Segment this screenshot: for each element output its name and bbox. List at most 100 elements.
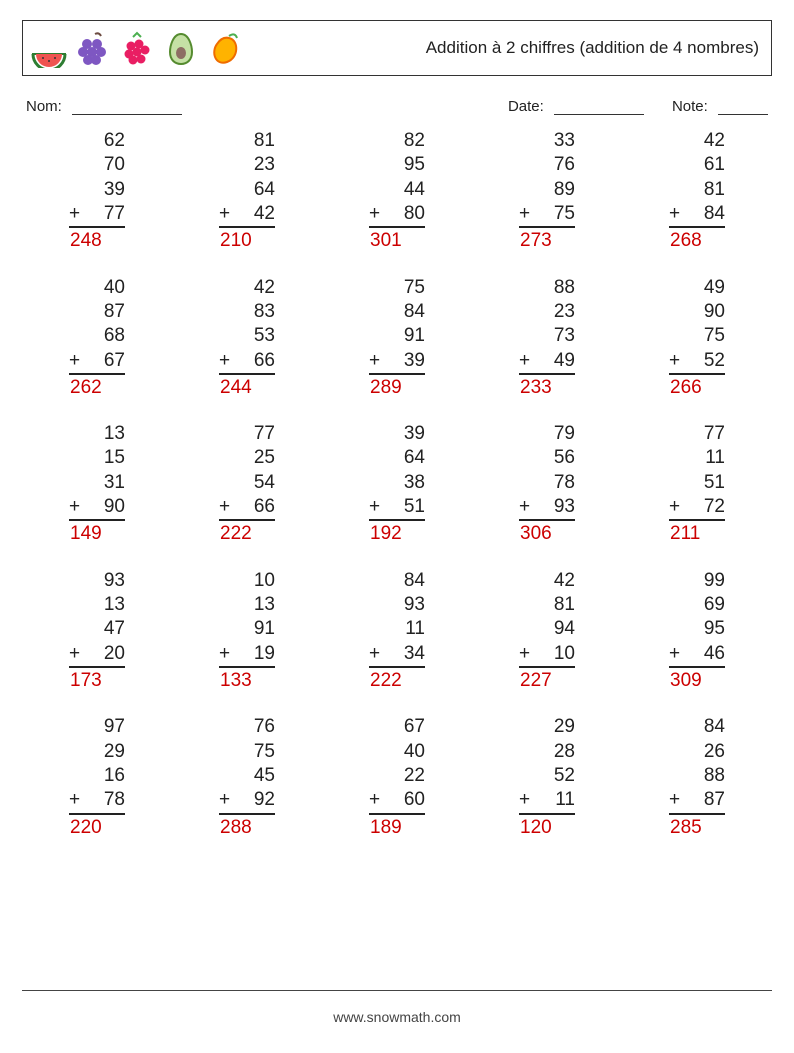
- footer-rule: [22, 990, 772, 991]
- addend: 84: [369, 300, 425, 324]
- addend-last: +92: [219, 788, 275, 814]
- plus-sign: +: [519, 349, 536, 373]
- answer: 273: [519, 228, 575, 253]
- raspberry-icon: [117, 28, 157, 68]
- addend-last: +39: [369, 349, 425, 375]
- addend: 42: [669, 129, 725, 153]
- plus-sign: +: [669, 202, 686, 226]
- addend: 31: [69, 471, 125, 495]
- name-blank[interactable]: [72, 100, 182, 115]
- addend-last: +34: [369, 642, 425, 668]
- plus-sign: +: [669, 495, 686, 519]
- addend: 53: [219, 324, 275, 348]
- answer: 173: [69, 668, 125, 693]
- grapes-icon: [73, 28, 113, 68]
- addend: 39: [69, 178, 125, 202]
- name-label: Nom:: [26, 98, 62, 115]
- plus-sign: +: [519, 642, 536, 666]
- addend-last: +11: [519, 788, 575, 814]
- note-blank[interactable]: [718, 100, 768, 115]
- answer: 149: [69, 521, 125, 546]
- addend: 75: [669, 324, 725, 348]
- addend: 67: [369, 715, 425, 739]
- answer: 288: [219, 815, 275, 840]
- addend-last: +60: [369, 788, 425, 814]
- addend: 15: [69, 446, 125, 470]
- answer: 233: [519, 375, 575, 400]
- addend: 88: [669, 764, 725, 788]
- addend: 79: [519, 422, 575, 446]
- addend: 56: [519, 446, 575, 470]
- plus-sign: +: [519, 788, 536, 812]
- addition-problem: 795678+93306: [472, 422, 622, 547]
- addition-problem: 499075+52266: [622, 276, 772, 401]
- date-blank[interactable]: [554, 100, 644, 115]
- addition-problem: 829544+80301: [322, 129, 472, 254]
- addition-problem: 428353+66244: [172, 276, 322, 401]
- addend-last: +75: [519, 202, 575, 228]
- addend-last: +66: [219, 349, 275, 375]
- plus-sign: +: [519, 202, 536, 226]
- addend: 88: [519, 276, 575, 300]
- answer: 266: [669, 375, 725, 400]
- addend: 49: [669, 276, 725, 300]
- addend-last: +78: [69, 788, 125, 814]
- addend-last: +77: [69, 202, 125, 228]
- avocado-icon: [161, 28, 201, 68]
- answer: 248: [69, 228, 125, 253]
- plus-sign: +: [369, 495, 386, 519]
- plus-sign: +: [669, 788, 686, 812]
- plus-sign: +: [219, 642, 236, 666]
- worksheet-title: Addition à 2 chiffres (addition de 4 nom…: [426, 38, 759, 58]
- addend-last: +42: [219, 202, 275, 228]
- addend: 61: [669, 153, 725, 177]
- addition-problem: 771151+72211: [622, 422, 772, 547]
- addend: 95: [669, 617, 725, 641]
- plus-sign: +: [219, 202, 236, 226]
- answer: 268: [669, 228, 725, 253]
- addend: 76: [519, 153, 575, 177]
- addend: 77: [219, 422, 275, 446]
- addend-last: +67: [69, 349, 125, 375]
- addend: 70: [69, 153, 125, 177]
- answer: 133: [219, 668, 275, 693]
- plus-sign: +: [669, 349, 686, 373]
- answer: 189: [369, 815, 425, 840]
- addend: 45: [219, 764, 275, 788]
- plus-sign: +: [69, 349, 86, 373]
- addend: 90: [669, 300, 725, 324]
- answer: 120: [519, 815, 575, 840]
- plus-sign: +: [219, 788, 236, 812]
- date-label: Date:: [508, 98, 544, 115]
- addend: 68: [69, 324, 125, 348]
- addend: 23: [219, 153, 275, 177]
- addition-problem: 101391+19133: [172, 569, 322, 694]
- addend: 84: [369, 569, 425, 593]
- addition-problem: 772554+66222: [172, 422, 322, 547]
- addend: 64: [219, 178, 275, 202]
- answer: 306: [519, 521, 575, 546]
- addend-last: +90: [69, 495, 125, 521]
- plus-sign: +: [69, 642, 86, 666]
- plus-sign: +: [369, 349, 386, 373]
- addition-problem: 337689+75273: [472, 129, 622, 254]
- plus-sign: +: [219, 349, 236, 373]
- addition-problem: 428194+10227: [472, 569, 622, 694]
- addend: 77: [669, 422, 725, 446]
- addition-problem: 396438+51192: [322, 422, 472, 547]
- plus-sign: +: [669, 642, 686, 666]
- answer: 192: [369, 521, 425, 546]
- addend: 75: [369, 276, 425, 300]
- addend: 75: [219, 740, 275, 764]
- addition-problem: 292852+11120: [472, 715, 622, 840]
- addend: 13: [219, 593, 275, 617]
- addition-problem: 408768+67262: [22, 276, 172, 401]
- addend: 83: [219, 300, 275, 324]
- addend: 54: [219, 471, 275, 495]
- addend: 84: [669, 715, 725, 739]
- answer: 222: [219, 521, 275, 546]
- addend: 89: [519, 178, 575, 202]
- addend: 42: [219, 276, 275, 300]
- addend: 99: [669, 569, 725, 593]
- addend: 25: [219, 446, 275, 470]
